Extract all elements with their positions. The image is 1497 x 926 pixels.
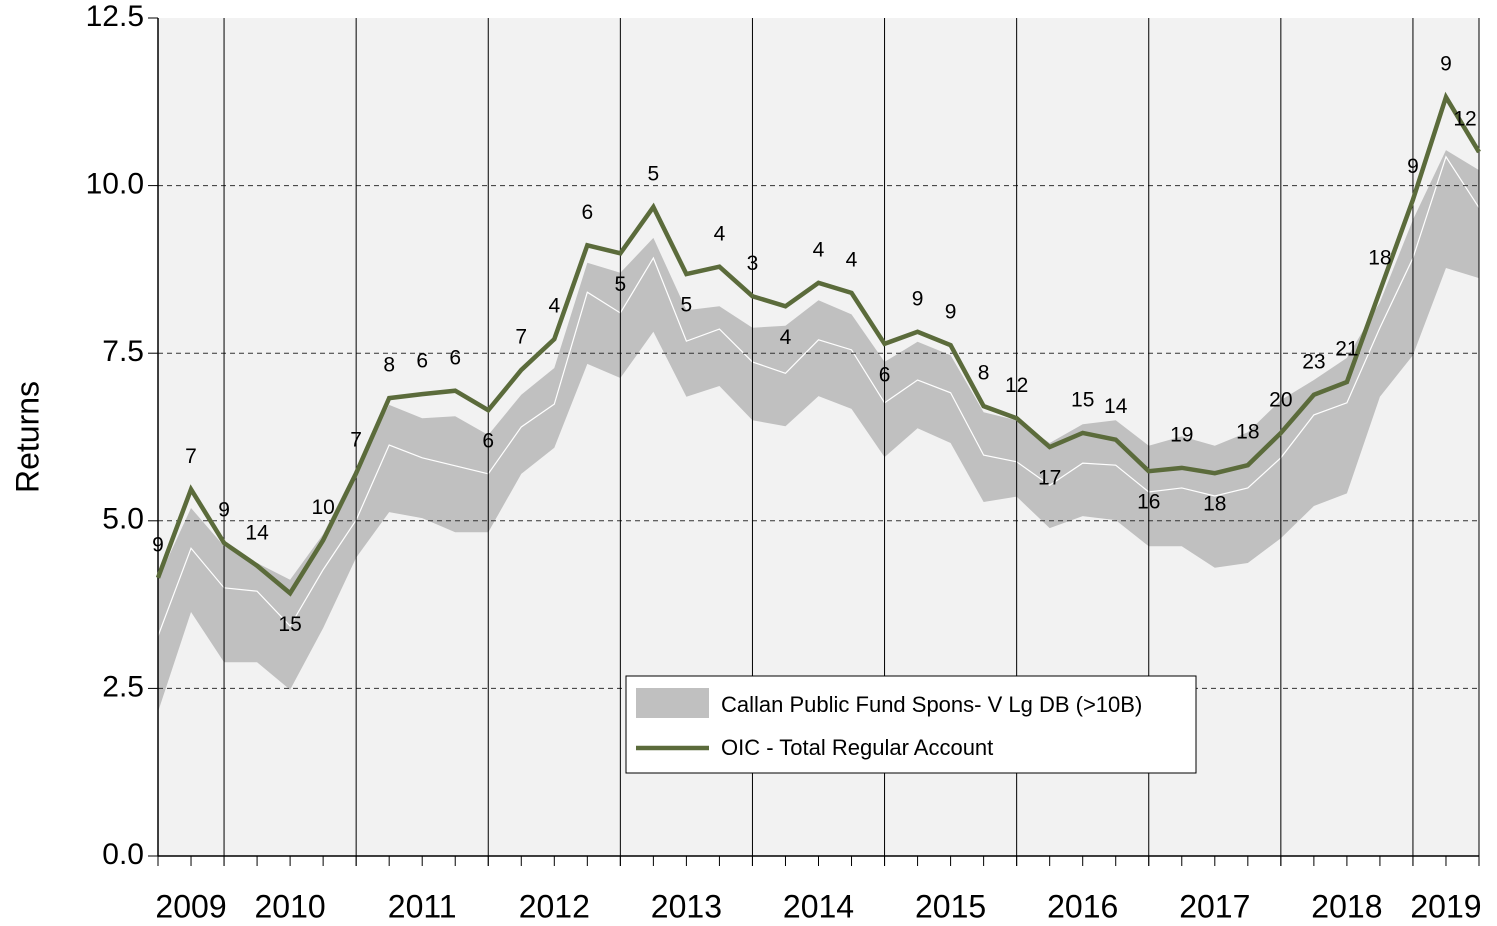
data-label: 15 (278, 613, 301, 636)
line (155, 91, 1481, 597)
data-label: 5 (681, 294, 693, 317)
data-label: 6 (581, 201, 593, 224)
data-label: 16 (1137, 491, 1160, 514)
x-tick-label: 2018 (1311, 888, 1382, 924)
legend-box (625, 675, 1197, 774)
data-label: 18 (1368, 246, 1391, 269)
x-tick-label: 2009 (155, 888, 226, 924)
data-label: 3 (747, 252, 759, 275)
data-label: 6 (449, 346, 461, 369)
x-tick-label: 2017 (1179, 888, 1250, 924)
data-label: 9 (945, 301, 957, 324)
y-tick-label: 10.0 (86, 168, 144, 201)
data-label: 9 (152, 533, 164, 556)
data-label: 10 (311, 496, 334, 519)
data-label: 14 (245, 521, 269, 544)
y-tick-label: 5.0 (102, 503, 144, 536)
data-label: 14 (1104, 395, 1128, 418)
data-label: 21 (1335, 338, 1358, 361)
data-label: 6 (482, 430, 494, 453)
data-label: 7 (350, 429, 362, 452)
data-label: 17 (1038, 467, 1061, 490)
data-label: 15 (1071, 389, 1094, 412)
legend-label: Callan Public Fund Spons- V Lg DB (>10B) (721, 692, 1142, 717)
data-label: 9 (1407, 155, 1419, 178)
x-tick-label: 2016 (1047, 888, 1118, 924)
legend-label: OIC - Total Regular Account (721, 735, 993, 760)
data-label: 18 (1236, 421, 1259, 444)
x-tick-label: 2013 (651, 888, 722, 924)
y-tick-label: 0.0 (102, 838, 144, 871)
data-label: 4 (714, 222, 726, 245)
data-label: 4 (548, 295, 560, 318)
y-tick-label: 7.5 (102, 335, 144, 368)
data-label: 12 (1453, 108, 1476, 131)
data-label: 23 (1302, 350, 1325, 373)
data-label: 9 (1440, 53, 1452, 76)
data-label: 7 (515, 326, 527, 349)
data-label: 5 (648, 163, 660, 186)
data-label: 4 (780, 326, 792, 349)
data-label: 19 (1170, 423, 1193, 446)
data-label: 12 (1005, 374, 1028, 397)
percentile-band (158, 150, 1479, 712)
x-tick-label: 2014 (783, 888, 854, 924)
data-label: 6 (879, 363, 891, 386)
y-tick-label: 2.5 (102, 670, 144, 703)
data-label: 6 (416, 350, 428, 373)
data-label: 5 (615, 273, 627, 296)
y-axis-label: Returns (9, 381, 45, 493)
data-label: 9 (218, 498, 230, 521)
y-tick-label: 12.5 (86, 0, 144, 33)
data-label: 7 (185, 445, 197, 468)
x-tick-label: 2011 (388, 888, 457, 924)
x-tick-label: 2015 (915, 888, 986, 924)
median-line (157, 155, 1480, 637)
legend-swatch (636, 688, 709, 718)
x-tick-label: 2019 (1410, 888, 1481, 924)
data-label: 20 (1269, 389, 1292, 412)
data-label: 8 (383, 354, 395, 377)
x-tick-label: 2012 (519, 888, 590, 924)
data-label: 4 (813, 238, 825, 261)
data-label: 18 (1203, 493, 1226, 516)
data-label: 4 (846, 248, 858, 271)
data-label: 8 (978, 362, 990, 385)
data-label: 9 (912, 287, 924, 310)
x-tick-label: 2010 (255, 888, 326, 924)
